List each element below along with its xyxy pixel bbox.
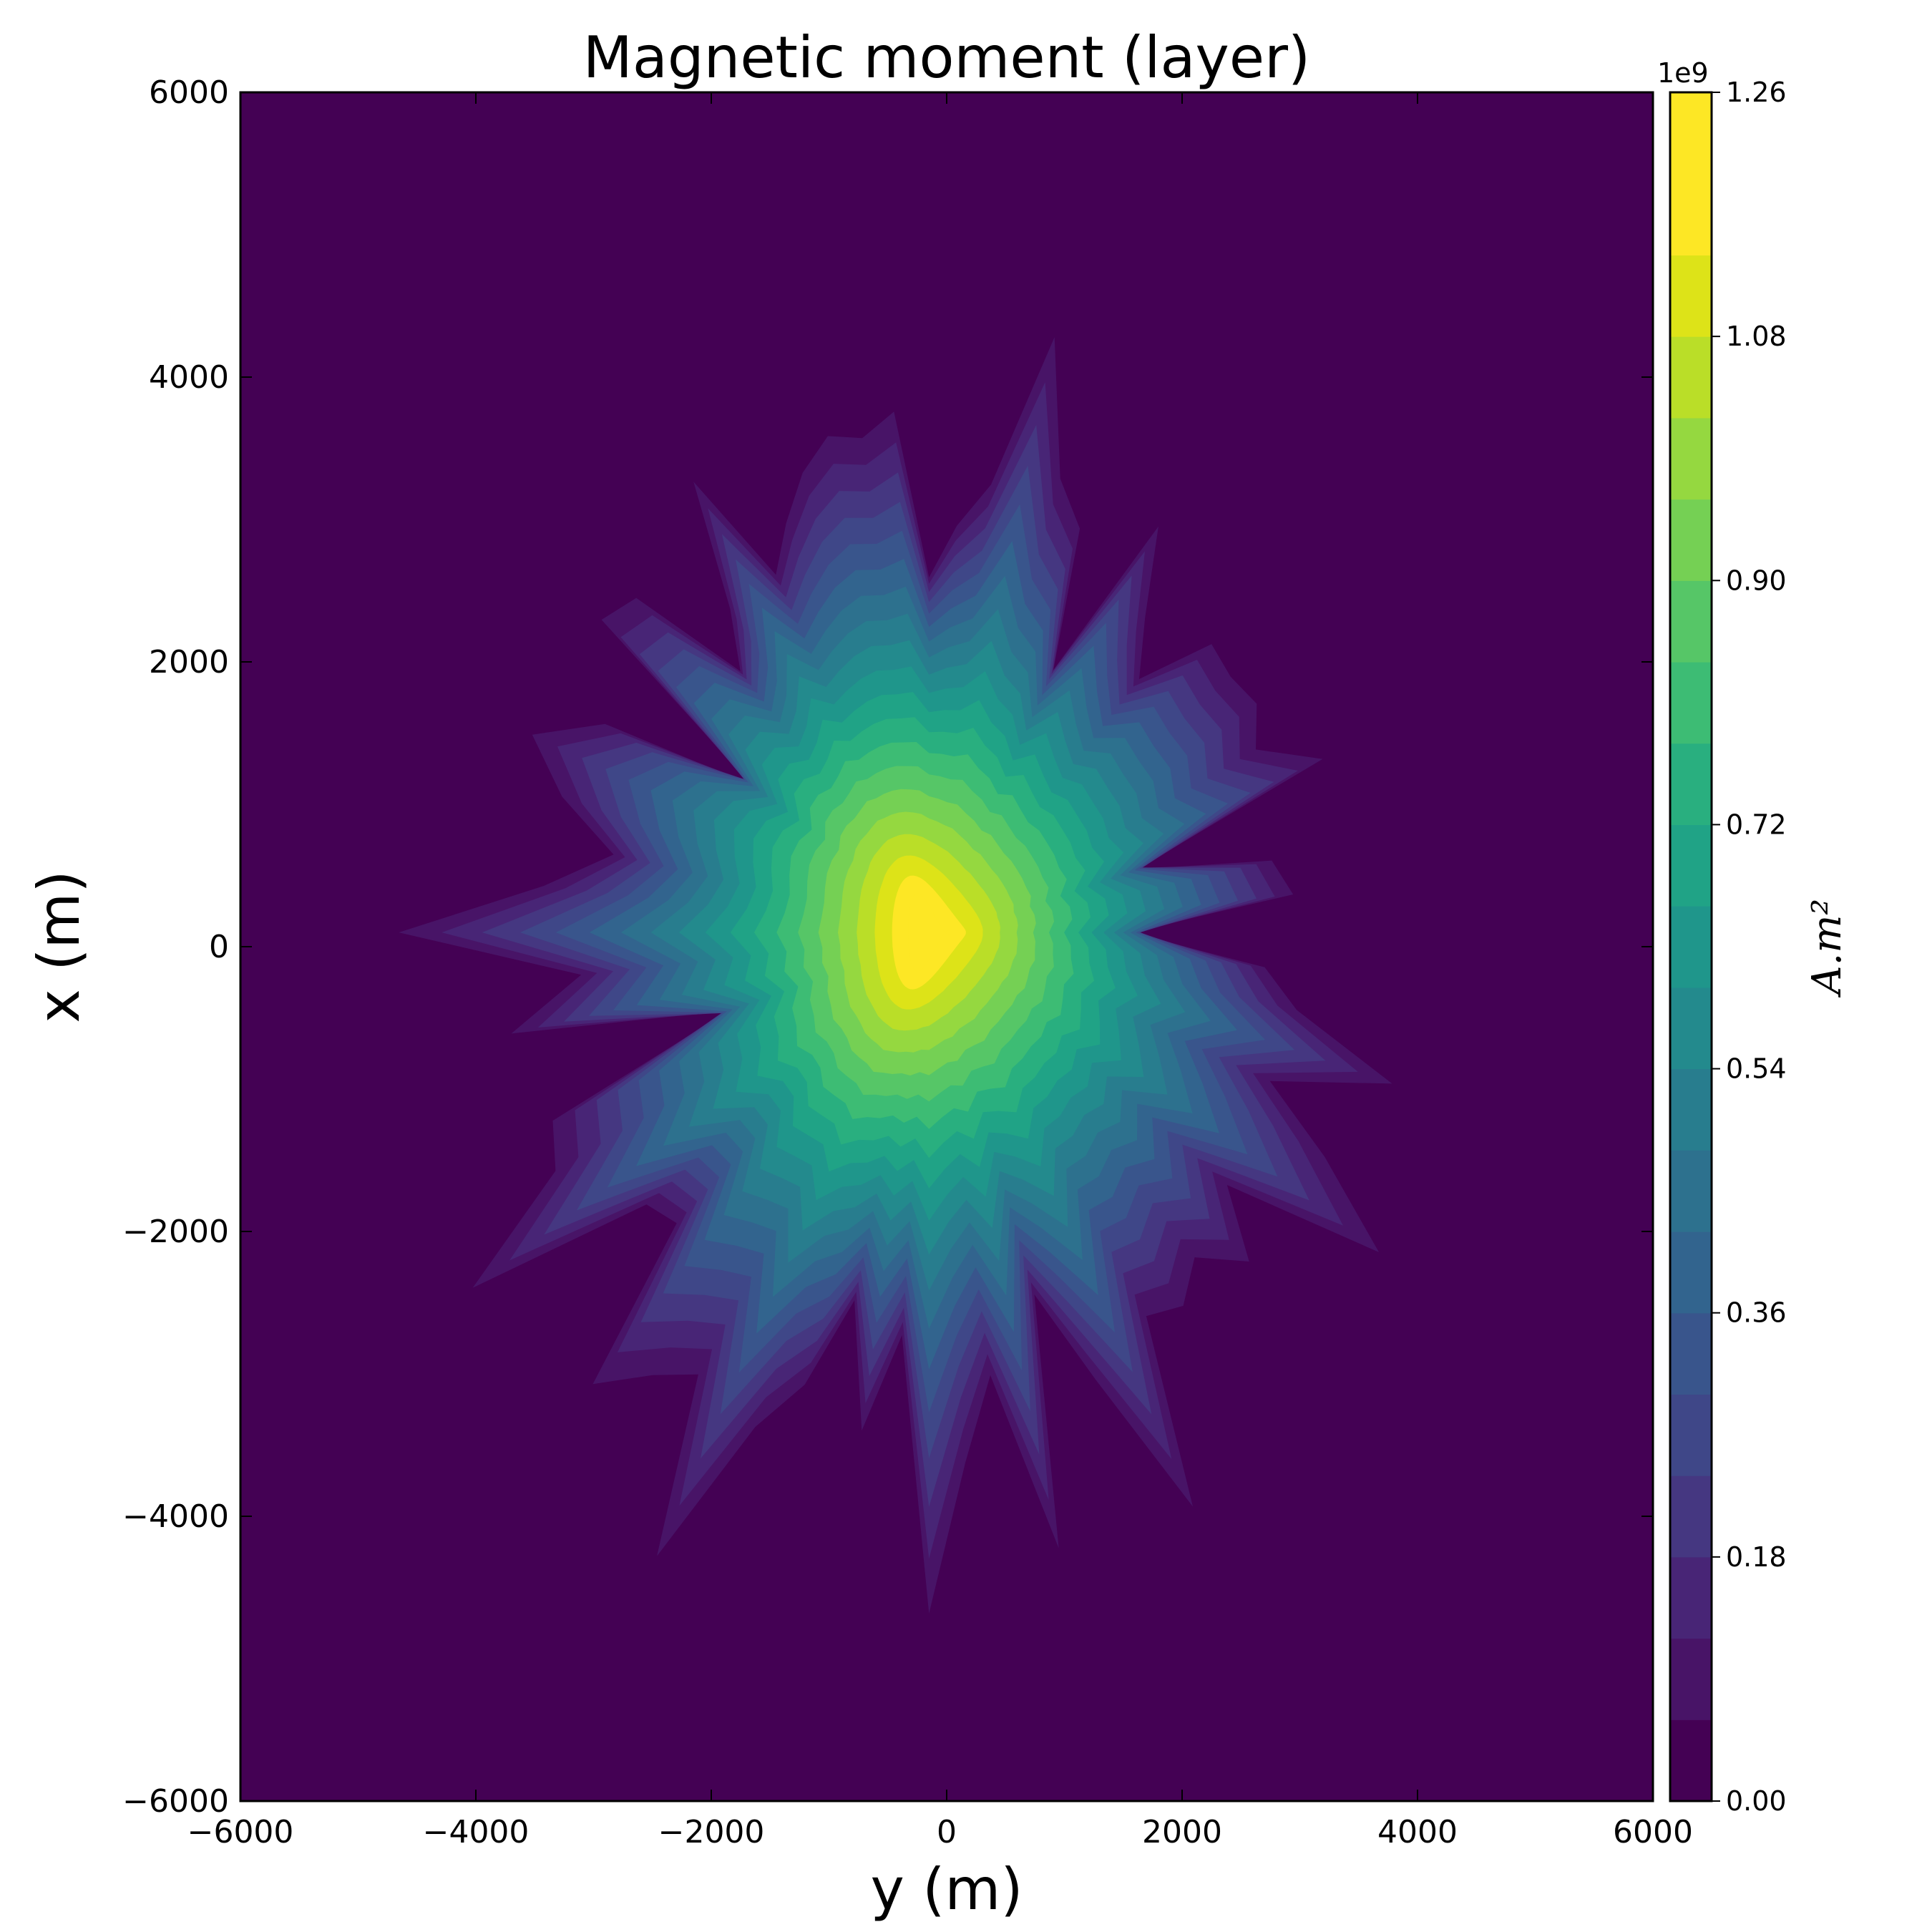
colorbar-band	[1670, 1231, 1712, 1314]
colorbar-band	[1670, 1638, 1712, 1720]
x-axis-ticks: −6000 −4000 −2000 0 2000 4000 6000	[187, 92, 1693, 1850]
colorbar-band	[1670, 1719, 1712, 1802]
y-axis-ticks: −6000 −4000 −2000 0 2000 4000 6000	[122, 74, 1653, 1820]
x-tick-label: −4000	[423, 1814, 530, 1850]
y-tick-label: −4000	[122, 1498, 229, 1535]
colorbar-band	[1670, 1394, 1712, 1476]
colorbar-tick-label: 0.18	[1726, 1541, 1787, 1573]
colorbar-band	[1670, 1150, 1712, 1232]
y-tick-label: −2000	[122, 1214, 229, 1250]
colorbar-band	[1670, 580, 1712, 663]
colorbar-band	[1670, 906, 1712, 988]
colorbar-tick-label: 0.90	[1726, 565, 1787, 596]
chart-title: Magnetic moment (layer)	[583, 24, 1310, 91]
colorbar-band	[1670, 499, 1712, 581]
colorbar-tick-label: 0.72	[1726, 809, 1787, 840]
x-tick-label: 6000	[1613, 1814, 1693, 1850]
colorbar-band	[1670, 1312, 1712, 1395]
colorbar-ticks: 0.00 0.18 0.36 0.54 0.72 0.90 1.08 1.26	[1712, 77, 1787, 1817]
y-tick-label: 4000	[149, 359, 229, 396]
colorbar-tick-label: 0.54	[1726, 1053, 1787, 1085]
colorbar-tick-label: 1.08	[1726, 321, 1787, 352]
colorbar-band	[1670, 417, 1712, 500]
colorbar-bands	[1670, 92, 1712, 1802]
x-tick-label: −2000	[658, 1814, 765, 1850]
colorbar-band	[1670, 743, 1712, 826]
x-axis-label: y (m)	[870, 1856, 1023, 1923]
colorbar-tick-label: 0.00	[1726, 1785, 1787, 1817]
x-tick-label: 2000	[1142, 1814, 1222, 1850]
colorbar-tick-label: 0.36	[1726, 1297, 1787, 1329]
y-tick-label: −6000	[122, 1783, 229, 1820]
colorbar: 0.00 0.18 0.36 0.54 0.72 0.90 1.08 1.26 1e9 A.m…	[1657, 57, 1850, 1817]
contour-band-20	[908, 893, 950, 972]
x-tick-label: 4000	[1377, 1814, 1458, 1850]
colorbar-band	[1670, 173, 1712, 256]
x-tick-label: 0	[937, 1814, 957, 1850]
colorbar-band	[1670, 662, 1712, 744]
colorbar-band	[1670, 987, 1712, 1070]
colorbar-band	[1670, 824, 1712, 907]
colorbar-band	[1670, 1068, 1712, 1151]
y-tick-label: 2000	[149, 644, 229, 680]
colorbar-band	[1670, 336, 1712, 419]
contour-bands	[399, 337, 1392, 1614]
colorbar-band	[1670, 92, 1712, 175]
colorbar-label: A.m²	[1804, 899, 1850, 998]
colorbar-tick-label: 1.26	[1726, 77, 1787, 108]
colorbar-multiplier: 1e9	[1657, 57, 1709, 89]
colorbar-frame	[1669, 91, 1713, 1802]
y-tick-label: 6000	[149, 74, 229, 111]
y-axis-label: x (m)	[26, 870, 92, 1023]
colorbar-band	[1670, 255, 1712, 337]
x-tick-label: −6000	[187, 1814, 294, 1850]
colorbar-band	[1670, 1556, 1712, 1639]
colorbar-band	[1670, 1475, 1712, 1558]
y-tick-label: 0	[209, 929, 229, 965]
plot-area: −6000 −4000 −2000 0 2000 4000 6000 −6000−4000−…	[122, 74, 1693, 1850]
